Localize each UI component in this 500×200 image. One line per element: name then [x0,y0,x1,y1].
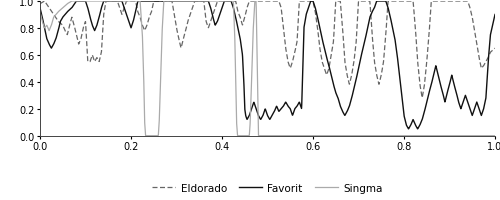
Favorit [396,66,402,68]
Favorit [414,128,420,130]
Singma [37,12,43,14]
Eldorado [258,1,264,3]
Eldorado [103,1,109,3]
Eldorado [419,97,425,99]
Favorit [479,113,485,115]
Favorit [480,112,486,114]
Eldorado [246,1,252,3]
Favorit [37,8,43,10]
Favorit [74,1,80,3]
Eldorado [37,3,43,6]
Singma [479,135,485,137]
Eldorado [492,48,498,50]
Eldorado [479,67,485,69]
Line: Eldorado: Eldorado [40,2,495,98]
Singma [492,135,498,137]
Singma [69,1,75,3]
Line: Favorit: Favorit [40,2,495,129]
Favorit [258,117,264,120]
Singma [60,7,66,9]
Eldorado [480,67,486,69]
Eldorado [396,1,402,3]
Favorit [60,16,66,19]
Favorit [492,14,498,17]
Singma [258,135,264,137]
Favorit [246,114,252,117]
Singma [396,135,402,137]
Singma [480,135,486,137]
Eldorado [60,26,66,28]
Legend: Eldorado, Favorit, Singma: Eldorado, Favorit, Singma [148,179,387,197]
Singma [142,135,148,137]
Line: Singma: Singma [40,2,495,136]
Singma [246,130,252,132]
